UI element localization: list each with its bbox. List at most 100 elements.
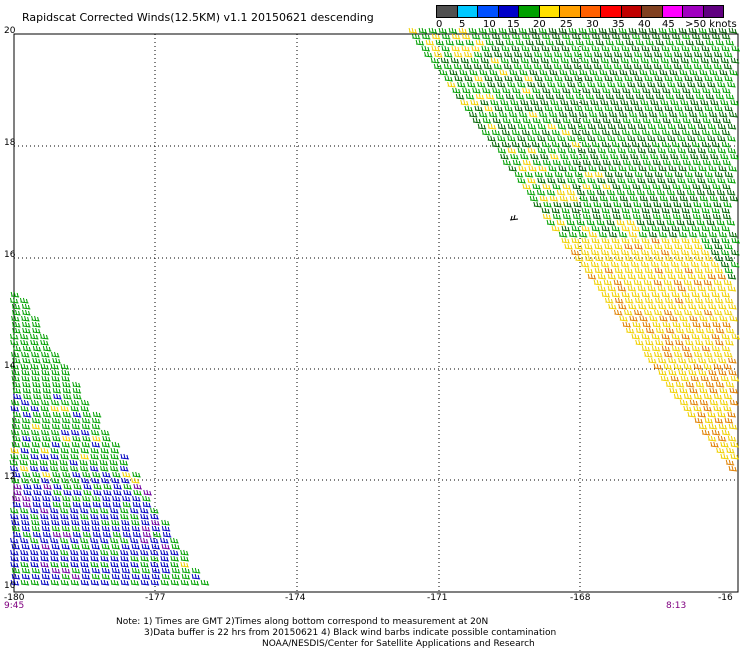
wind-barb (699, 315, 708, 322)
wind-barb (621, 33, 631, 40)
wind-barb (81, 573, 91, 580)
wind-barb (708, 111, 718, 118)
wind-barb (691, 129, 701, 136)
wind-barb (80, 399, 90, 406)
lon-label-177: -177 (145, 593, 166, 603)
wind-barb (682, 321, 691, 328)
wind-barb (42, 531, 52, 538)
wind-barb (618, 111, 628, 118)
wind-barb (701, 249, 710, 256)
wind-barb (171, 573, 181, 580)
wind-barb (20, 399, 30, 406)
wind-barb (80, 453, 89, 460)
wind-barb (689, 387, 698, 394)
wind-barb (596, 219, 606, 226)
wind-barb (554, 105, 563, 112)
wind-barb (672, 159, 682, 166)
wind-barb (537, 123, 547, 130)
wind-barb (552, 117, 562, 124)
wind-barb (652, 87, 661, 94)
wind-barb (170, 537, 179, 544)
wind-barb (571, 237, 580, 244)
wind-barb (51, 525, 61, 532)
wind-barb (711, 345, 721, 352)
wind-barb (561, 45, 570, 52)
wind-barb (627, 81, 636, 88)
wind-barb (588, 111, 598, 118)
wind-barb (682, 117, 692, 124)
wind-barb (63, 483, 72, 490)
wind-barb (62, 531, 72, 538)
wind-barb (600, 57, 610, 64)
wind-barb (614, 105, 623, 112)
wind-barb (42, 381, 51, 388)
wind-barb (691, 249, 700, 256)
wind-barb (720, 453, 729, 460)
wind-barb (50, 513, 59, 520)
wind-barb (688, 111, 698, 118)
wind-barb (588, 165, 597, 172)
wind-barb (91, 477, 100, 484)
wind-barb (20, 579, 30, 586)
wind-barb (584, 171, 594, 178)
wind-barb (488, 27, 498, 34)
wind-barb (82, 411, 92, 418)
wind-barb (631, 225, 641, 232)
wind-barb (30, 399, 40, 406)
wind-barb (668, 231, 678, 238)
wind-barb (630, 57, 640, 64)
wind-barb (611, 225, 621, 232)
wind-barb (563, 201, 572, 208)
wind-barb (101, 543, 111, 550)
wind-barb (712, 183, 721, 190)
wind-barb (42, 411, 52, 418)
wind-barb (531, 33, 541, 40)
wind-barb (101, 441, 111, 448)
wind-barb (482, 117, 492, 124)
wind-barb (631, 237, 640, 244)
wind-barb (632, 213, 642, 220)
wind-barb (521, 141, 531, 148)
wind-barb (60, 549, 69, 556)
wind-barb (644, 243, 653, 250)
wind-barb (162, 531, 172, 538)
wind-barb (505, 93, 515, 100)
wind-barb (644, 51, 653, 58)
wind-barb (103, 483, 112, 490)
wind-barb (632, 87, 641, 94)
wind-barb (121, 525, 131, 532)
wind-barb (628, 27, 638, 34)
wind-barb (698, 111, 708, 118)
wind-barb (541, 33, 551, 40)
wind-barb (30, 549, 39, 556)
wind-barb (640, 261, 650, 268)
wind-barb (683, 363, 693, 370)
wind-barb (478, 111, 488, 118)
wind-barb (553, 201, 562, 208)
wind-barb (91, 417, 101, 424)
wind-barb (200, 579, 210, 586)
wind-barb (703, 393, 713, 400)
wind-barb (60, 465, 69, 472)
wind-barb (631, 333, 641, 340)
wind-barb (702, 321, 711, 328)
wind-barb (720, 153, 729, 160)
wind-barb (41, 567, 51, 574)
wind-barb (142, 531, 152, 538)
wind-barb (473, 63, 483, 70)
wind-barb (572, 183, 581, 190)
wind-barb (60, 447, 70, 454)
wind-barb (515, 93, 525, 100)
wind-barb (550, 99, 559, 106)
wind-barb (557, 147, 567, 154)
wind-barb (31, 429, 40, 436)
wind-barb (647, 123, 657, 130)
wind-barb (468, 27, 478, 34)
wind-barb (704, 267, 714, 274)
wind-barb (690, 261, 700, 268)
wind-barb (91, 429, 100, 436)
wind-barb (658, 231, 668, 238)
wind-barb (51, 423, 61, 430)
wind-barb (663, 309, 673, 316)
wind-barb (613, 309, 623, 316)
